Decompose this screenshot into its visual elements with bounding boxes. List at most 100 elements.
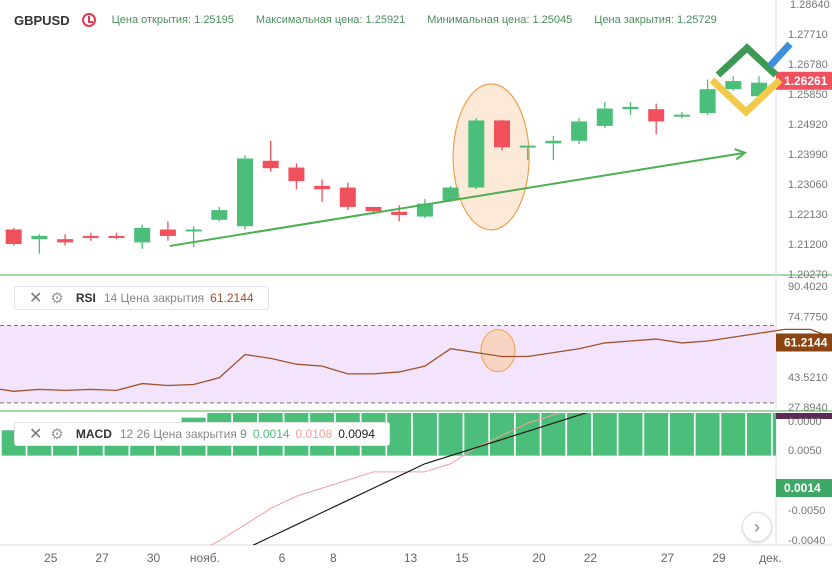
candle-body — [468, 120, 485, 188]
high-label: Максимальная цена: — [255, 14, 363, 26]
candle-body — [314, 185, 331, 190]
time-tick-label: 15 — [455, 551, 469, 565]
price-tick-label: 1.24920 — [788, 119, 828, 131]
candle-body — [31, 235, 48, 240]
rsi-value-badge — [776, 333, 832, 352]
macd-histogram-bar — [592, 413, 617, 456]
rsi-params: 14 Цена закрытия — [103, 291, 205, 305]
time-tick-label: нояб. — [190, 551, 220, 565]
chevron-right-icon: › — [754, 516, 760, 537]
price-tick-label: 1.21200 — [788, 239, 828, 251]
macd-histogram-bar — [721, 413, 746, 456]
price-top-tick: 1.28640 — [790, 0, 830, 11]
candle-body — [673, 114, 690, 117]
rsi-legend: ✕ ⚙ RSI 14 Цена закрытия 61.2144 — [14, 286, 269, 310]
price-tick-label: 1.20270 — [788, 269, 828, 281]
candle-body — [108, 235, 125, 238]
scroll-right-button[interactable]: › — [742, 512, 772, 542]
current-price-badge — [776, 71, 832, 90]
macd-histogram-bar — [387, 413, 412, 456]
candle-body — [648, 109, 665, 122]
close-icon[interactable]: ✕ — [29, 426, 43, 443]
time-tick-label: 20 — [532, 551, 546, 565]
candle-body — [57, 239, 74, 243]
low-price: Минимальная цена: 1.25045 — [427, 14, 572, 26]
rsi-highlight — [480, 329, 516, 373]
macd-histogram-bar — [464, 413, 489, 456]
symbol-label: GBPUSD — [14, 12, 70, 28]
logo-yellow — [709, 77, 783, 117]
candle-body — [82, 235, 99, 238]
clock-icon[interactable] — [81, 13, 96, 27]
open-price: Цена открытия: 1.25195 — [112, 14, 234, 26]
candle-body — [134, 227, 151, 243]
macd-histogram-bar — [438, 413, 463, 456]
macd-params: 12 26 Цена закрытия 9 — [119, 427, 247, 441]
rsi-line — [0, 328, 832, 392]
candle-body — [391, 211, 408, 215]
macd-signal-line — [209, 413, 562, 545]
high-value: 1.25921 — [365, 14, 406, 26]
candle-body — [519, 145, 536, 148]
time-tick-label: дек. — [759, 551, 781, 565]
macd-histogram-bar — [772, 413, 776, 456]
macd-value-2: 0.0108 — [295, 427, 333, 441]
candle-body — [185, 229, 202, 232]
rsi-value-label: 61.2144 — [784, 335, 828, 349]
candle-body — [545, 140, 562, 144]
candle-body — [699, 89, 716, 114]
macd-top-tick: 0.0000 — [788, 416, 822, 428]
gear-icon[interactable]: ⚙ — [50, 290, 64, 307]
time-tick-label: 27 — [95, 551, 109, 565]
time-tick-label: 22 — [584, 551, 598, 565]
macd-value-1: 0.0014 — [252, 427, 290, 441]
macd-tick-label: -0.0050 — [788, 505, 825, 517]
macd-tick-label: -0.0040 — [788, 535, 825, 547]
open-value: 1.25195 — [194, 14, 234, 26]
trend-line — [169, 151, 746, 247]
candle-body — [288, 167, 305, 182]
macd-histogram-bar — [490, 413, 514, 456]
candle-body — [365, 206, 382, 212]
rsi-tick-label: 43.5210 — [788, 372, 828, 384]
price-tick-label: 1.23990 — [788, 149, 828, 161]
macd-histogram-bar — [669, 413, 694, 456]
logo-blue — [767, 41, 793, 69]
macd-histogram-bar — [747, 413, 771, 456]
macd-tick-label: 0.0050 — [788, 445, 822, 457]
gear-icon[interactable]: ⚙ — [50, 426, 64, 443]
logo-green — [715, 43, 779, 78]
macd-legend: ✕ ⚙ MACD 12 26 Цена закрытия 9 0.0014 0.… — [14, 422, 390, 446]
candle-body — [494, 120, 510, 148]
time-tick-label: 29 — [712, 551, 726, 565]
price-tick-label: 1.27710 — [788, 29, 828, 41]
high-price: Максимальная цена: 1.25921 — [256, 14, 405, 26]
candle-body — [596, 108, 613, 126]
macd-value-label: 0.0014 — [784, 481, 821, 495]
price-tick-label: 1.22130 — [788, 209, 828, 221]
highlight-ellipse — [452, 83, 530, 231]
candle-body — [416, 203, 433, 217]
candle-body — [237, 158, 253, 227]
rsi-tick-label: 27.8940 — [788, 402, 828, 414]
low-label: Минимальная цена: — [427, 14, 530, 26]
candle-body — [159, 229, 176, 236]
time-tick-label: 8 — [330, 551, 337, 565]
open-label: Цена открытия: — [111, 14, 192, 26]
macd-histogram-bar — [567, 413, 592, 456]
close-icon[interactable]: ✕ — [29, 290, 43, 307]
price-header: GBPUSD Цена открытия: 1.25195 Максимальн… — [0, 0, 776, 40]
macd-histogram-bar — [695, 413, 720, 456]
time-tick-label: 6 — [279, 551, 286, 565]
macd-line — [252, 413, 588, 545]
time-tick-label: 13 — [404, 551, 418, 565]
close-price: Цена закрытия: 1.25729 — [594, 14, 717, 26]
rsi-name: RSI — [75, 291, 96, 305]
rsi-band — [0, 325, 776, 403]
candle-body — [211, 210, 228, 220]
time-tick-label: 27 — [661, 551, 675, 565]
price-tick-label: 1.26780 — [788, 59, 828, 71]
candle-body — [339, 187, 356, 207]
time-tick-label: 25 — [44, 551, 58, 565]
